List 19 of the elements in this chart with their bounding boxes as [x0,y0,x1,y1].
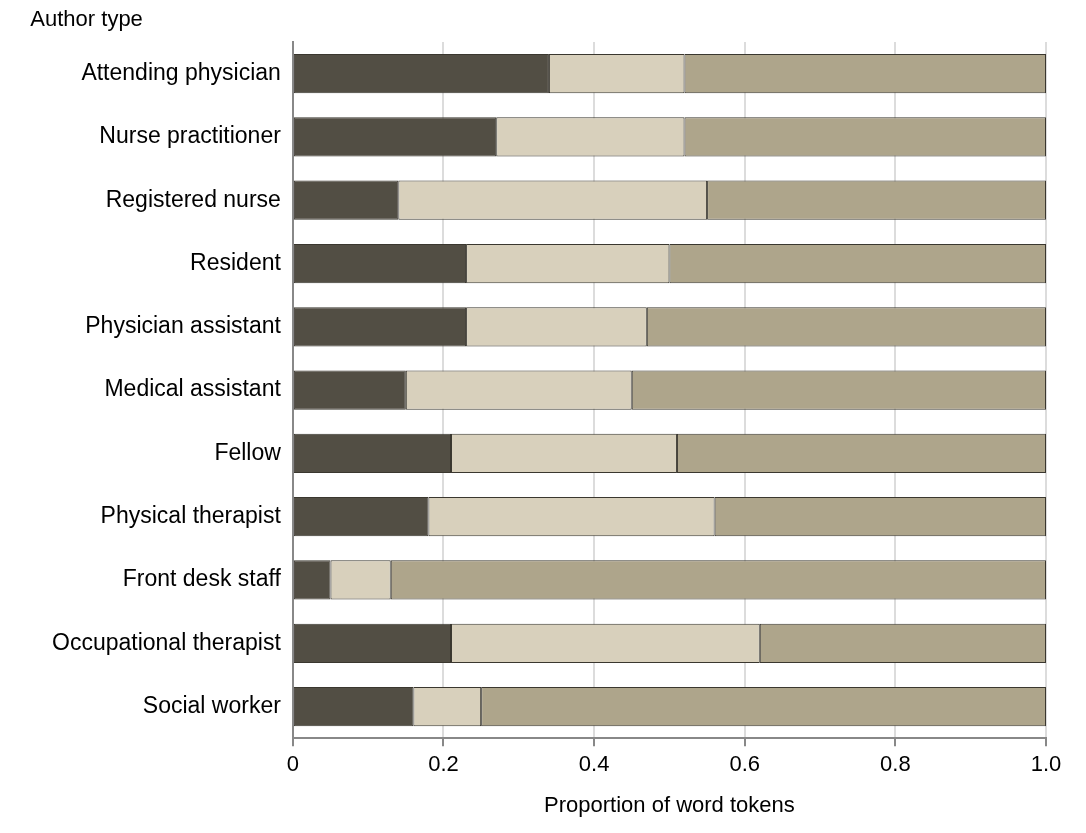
x-tick-label: 0 [286,751,299,777]
x-tick-label: 0.4 [578,751,610,777]
x-tick-label: 0.2 [428,751,459,777]
y-tick-label: Occupational therapist [52,628,282,655]
x-tick-label: 0.8 [880,751,911,777]
y-tick-label: Physician assistant [85,312,282,339]
y-axis-title: Author type [30,6,143,32]
x-tick-label: 1.0 [1030,751,1062,777]
y-tick-label: Physical therapist [100,502,282,529]
y-tick-label: Front desk staff [122,565,282,592]
x-tick-label: 0.6 [729,751,761,777]
y-tick-label: Attending physician [81,58,281,85]
y-tick-label: Registered nurse [105,185,281,212]
y-tick-label: Nurse practitioner [99,122,282,149]
y-tick-label: Fellow [214,438,282,465]
x-axis-title: Proportion of word tokens [544,791,795,817]
y-tick-label: Resident [190,248,282,275]
y-tick-label: Social worker [142,691,282,718]
y-tick-label: Medical assistant [104,375,282,402]
